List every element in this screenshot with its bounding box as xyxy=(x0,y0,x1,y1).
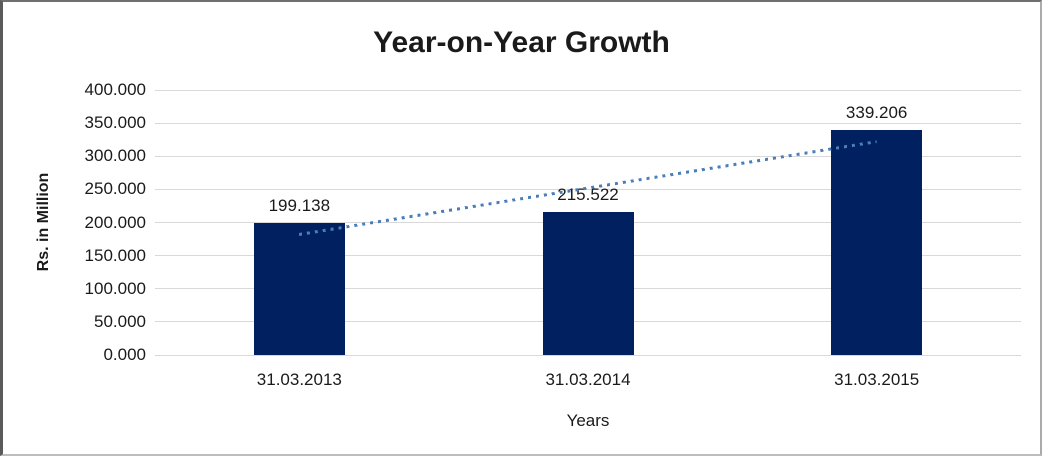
y-tick-label: 150.000 xyxy=(84,245,146,265)
y-tick-label: 350.000 xyxy=(84,113,146,133)
x-tick-label: 31.03.2013 xyxy=(256,370,342,389)
y-tick-label: 100.000 xyxy=(84,278,146,298)
y-tick-label: 200.000 xyxy=(84,212,146,232)
bar xyxy=(542,212,634,355)
bar xyxy=(831,130,923,355)
bar-value-label: 199.138 xyxy=(268,196,331,216)
x-axis-line xyxy=(155,354,1021,356)
y-tick-label: 300.000 xyxy=(84,146,146,166)
bar-value-label: 339.206 xyxy=(845,103,908,123)
chart-title: Year-on-Year Growth xyxy=(373,26,670,59)
x-axis-title: Years xyxy=(566,411,610,430)
plot-area: 199.138 215.522 339.206 xyxy=(155,89,1021,356)
y-tick-label: 250.000 xyxy=(84,179,146,199)
y-tick-label: 50.000 xyxy=(94,311,146,331)
y-tick-label: 400.000 xyxy=(84,80,146,99)
bar xyxy=(253,223,345,355)
x-tick-label: 31.03.2014 xyxy=(545,370,631,389)
x-tick-label: 31.03.2015 xyxy=(834,370,920,389)
gridline xyxy=(155,155,1021,157)
y-tick-label: 0.000 xyxy=(103,345,146,364)
gridline xyxy=(155,89,1021,91)
gridline xyxy=(155,122,1021,124)
